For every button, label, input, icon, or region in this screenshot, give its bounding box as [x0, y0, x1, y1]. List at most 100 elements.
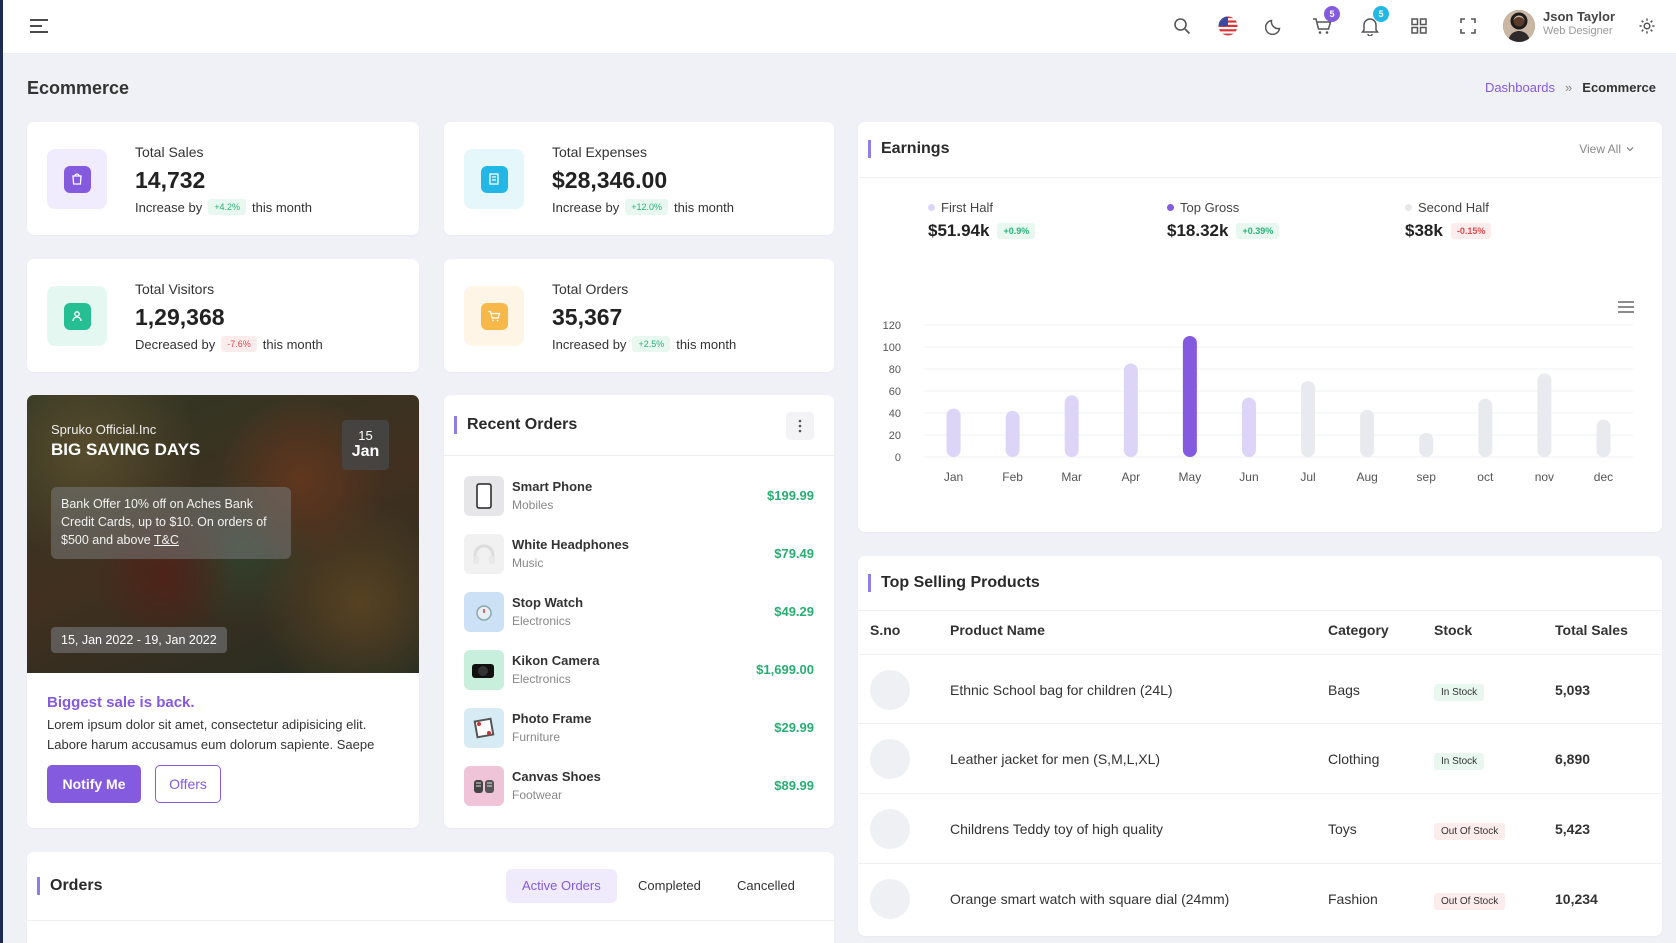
cart-count-badge: 5 — [1324, 6, 1340, 22]
bar-apr[interactable] — [1123, 363, 1138, 458]
bar-dec[interactable] — [1596, 419, 1611, 457]
stat-footer-prefix: Increase by — [552, 199, 620, 215]
bar-mar[interactable] — [1064, 395, 1079, 457]
tab-active-orders[interactable]: Active Orders — [506, 869, 617, 903]
offers-button[interactable]: Offers — [155, 765, 221, 803]
legend-top-gross: Top Gross $18.32k +0.39% — [1167, 200, 1280, 241]
user-name[interactable]: Json Taylor — [1543, 9, 1616, 24]
promo-terms-link[interactable]: T&C — [153, 533, 179, 547]
x-tick-label: dec — [1594, 470, 1613, 484]
bar-oct[interactable] — [1478, 398, 1493, 457]
menu-toggle-icon[interactable] — [23, 10, 55, 42]
recent-orders-title: Recent Orders — [454, 416, 577, 434]
recent-order-item[interactable]: Canvas Shoes Footwear $89.99 — [464, 766, 814, 810]
orders-title: Orders — [37, 877, 102, 895]
view-all-dropdown[interactable]: View All — [1579, 142, 1634, 156]
bar-jun[interactable] — [1241, 397, 1256, 457]
promo-date-range: 15, Jan 2022 - 19, Jan 2022 — [51, 627, 227, 653]
earnings-card: Earnings View All First Half $51.94k +0.9… — [858, 122, 1662, 532]
stat-value: 1,29,368 — [135, 304, 225, 330]
bar-aug[interactable] — [1360, 409, 1375, 457]
recent-order-item[interactable]: Kikon Camera Electronics $1,699.00 — [464, 650, 814, 694]
stat-label: Total Orders — [552, 281, 629, 297]
order-item-name: White Headphones — [512, 537, 630, 552]
bar-may[interactable] — [1182, 336, 1197, 457]
x-tick-label: oct — [1477, 470, 1494, 484]
tab-completed[interactable]: Completed — [638, 878, 701, 893]
order-item-price: $79.49 — [774, 546, 814, 561]
x-tick-label: Jul — [1300, 470, 1315, 484]
breadcrumb-dashboards-link[interactable]: Dashboards — [1484, 80, 1556, 95]
col-header-stock: Stock — [1434, 622, 1473, 638]
table-row[interactable]: Childrens Teddy toy of high quality Toys… — [858, 793, 1662, 862]
order-item-category: Mobiles — [512, 498, 554, 512]
recent-order-item[interactable]: White Headphones Music $79.49 — [464, 534, 814, 578]
stat-card-total-sales: Total Sales 14,732 Increase by +4.2% this … — [27, 122, 419, 235]
stat-label: Total Sales — [135, 144, 204, 160]
product-thumbnail — [870, 879, 910, 919]
order-item-category: Electronics — [512, 614, 571, 628]
search-icon[interactable] — [1166, 10, 1198, 42]
product-thumbnail — [870, 739, 910, 779]
legend-dot — [1405, 204, 1412, 211]
y-tick-label: 100 — [883, 342, 901, 354]
page-title: Ecommerce — [27, 78, 130, 98]
us-flag-icon[interactable] — [1212, 10, 1244, 42]
promo-offer-text: Bank Offer 10% off on Aches Bank Credit … — [61, 497, 267, 547]
recent-order-item[interactable]: Photo Frame Furniture $29.99 — [464, 708, 814, 752]
promo-date-box: 15 Jan — [342, 420, 389, 470]
legend-change-badge: -0.15% — [1450, 223, 1492, 239]
earnings-bar-chart: 120 100 80 60 40 20 0 Jan Feb Mar Apr May Jun Jul Aug s… — [883, 320, 1633, 484]
product-name: Ethnic School bag for children (24L) — [950, 682, 1173, 698]
product-category: Fashion — [1328, 891, 1378, 907]
x-tick-label: Mar — [1061, 470, 1082, 484]
stat-footer: Increased by +2.5% this month — [552, 336, 736, 352]
shopping-bag-icon — [63, 165, 91, 193]
y-tick-label: 60 — [889, 386, 901, 398]
bar-nov[interactable] — [1537, 373, 1552, 457]
legend-label: First Half — [941, 200, 993, 215]
bar-jul[interactable] — [1301, 381, 1316, 457]
recent-orders-card: Recent Orders Smart Phone Mobiles $199.9… — [444, 395, 834, 828]
table-row[interactable]: Orange smart watch with square dial (24m… — [858, 863, 1662, 932]
promo-month: Jan — [351, 443, 380, 460]
stat-value: 35,367 — [552, 304, 623, 330]
sale-title: Biggest sale is back. — [47, 694, 195, 711]
table-row[interactable]: Ethnic School bag for children (24L) Bag… — [858, 654, 1662, 723]
stat-change-badge: +4.2% — [208, 199, 246, 215]
recent-order-item[interactable]: Smart Phone Mobiles $199.99 — [464, 476, 814, 520]
chart-menu-icon[interactable] — [1618, 300, 1634, 318]
stat-value: 14,732 — [135, 167, 206, 193]
dark-mode-icon[interactable] — [1258, 10, 1290, 42]
stat-footer: Decreased by -7.6% this month — [135, 336, 323, 352]
fullscreen-icon[interactable] — [1452, 10, 1484, 42]
recent-orders-menu-icon[interactable] — [786, 412, 814, 440]
bar-feb[interactable] — [1005, 410, 1020, 457]
x-tick-label: Jun — [1239, 470, 1258, 484]
stat-footer-prefix: Decreased by — [135, 336, 216, 352]
legend-second-half: Second Half $38k -0.15% — [1405, 200, 1492, 241]
bar-sep[interactable] — [1419, 432, 1434, 457]
promo-brand: Spruko Official.Inc — [51, 422, 157, 437]
orders-card: Orders Active Orders Completed Cancelled — [27, 852, 834, 943]
y-tick-label: 80 — [889, 364, 901, 376]
user-avatar[interactable] — [1503, 10, 1535, 42]
recent-order-item[interactable]: Stop Watch Electronics $49.29 — [464, 592, 814, 636]
top-selling-card: Top Selling Products S.no Product Name C… — [858, 556, 1662, 936]
notify-me-button[interactable]: Notify Me — [47, 765, 141, 803]
headphones-thumbnail — [464, 534, 504, 574]
cart-icon[interactable]: 5 — [1306, 6, 1340, 42]
bar-jan[interactable] — [946, 408, 961, 457]
order-item-category: Furniture — [512, 730, 561, 744]
order-item-price: $49.29 — [774, 604, 814, 619]
tab-cancelled[interactable]: Cancelled — [737, 878, 795, 893]
notification-icon[interactable]: 5 — [1354, 6, 1389, 42]
legend-label: Second Half — [1418, 200, 1489, 215]
apps-grid-icon[interactable] — [1403, 10, 1435, 42]
stock-status-badge: Out Of Stock — [1434, 893, 1506, 910]
stat-card-total-orders: Total Orders 35,367 Increased by +2.5% thi… — [444, 259, 834, 372]
table-row[interactable]: Leather jacket for men (S,M,L,XL) Clothi… — [858, 723, 1662, 792]
photo-frame-thumbnail — [464, 708, 504, 748]
settings-gear-icon[interactable] — [1631, 10, 1663, 42]
order-item-price: $29.99 — [774, 720, 814, 735]
